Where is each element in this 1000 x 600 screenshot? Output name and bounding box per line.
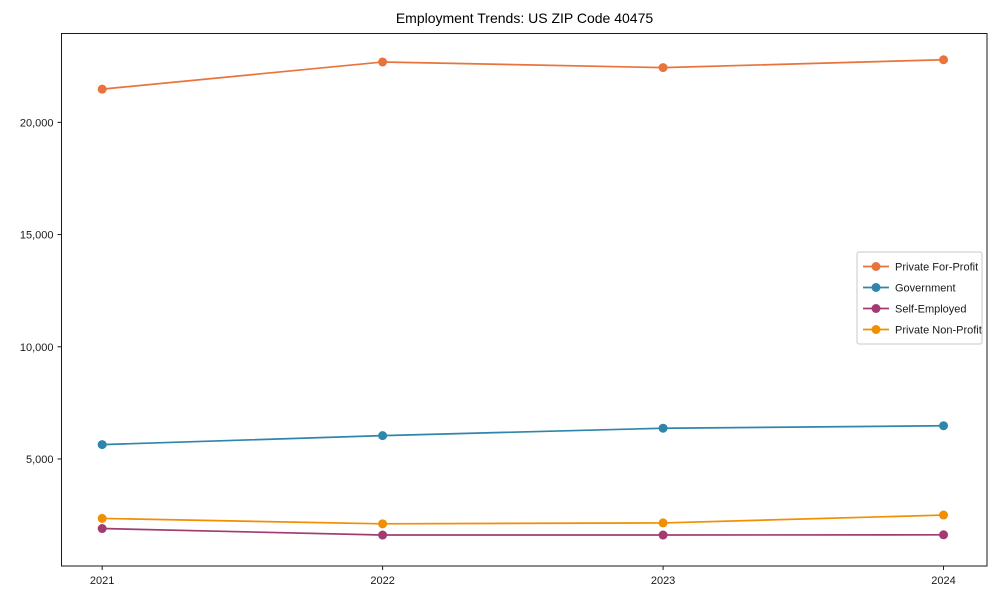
x-tick-label: 2022 [370,575,394,587]
series-point [939,55,949,65]
legend-swatch-marker [871,283,881,292]
series-point [658,530,668,540]
x-tick-label: 2024 [931,575,955,587]
series-point [378,57,388,67]
legend-entry-label: Government [895,283,956,295]
y-tick-label: 10,000 [20,342,54,354]
series-point [97,440,107,450]
series-point [97,513,107,523]
series-point [378,530,388,540]
series-point [658,63,668,73]
plot-frame [61,33,988,567]
legend-swatch-marker [871,325,881,334]
series-line [102,527,944,536]
series-point [939,421,949,431]
series-point [658,423,668,433]
y-tick-label: 15,000 [20,230,54,242]
y-tick-label: 5,000 [26,454,54,466]
series-line [102,514,944,525]
x-tick-label: 2023 [651,575,675,587]
series-point [378,519,388,529]
series-line [102,424,944,446]
chart-title: Employment Trends: US ZIP Code 40475 [395,10,654,26]
series-point [939,530,949,540]
legend-entry-label: Private For-Profit [895,262,978,274]
series-point [939,510,949,520]
legend-swatch-marker [871,304,881,313]
series-point [658,518,668,528]
legend-swatch-marker [871,262,881,271]
series-point [97,84,107,94]
x-tick-label: 2021 [90,575,114,587]
y-tick-label: 20,000 [20,117,54,129]
legend-entry-label: Private Non-Profit [895,325,982,337]
series-point [378,431,388,441]
legend-box [856,251,983,345]
legend-entry-label: Self-Employed [895,304,967,316]
series-point [97,524,107,534]
series-line [102,58,944,90]
